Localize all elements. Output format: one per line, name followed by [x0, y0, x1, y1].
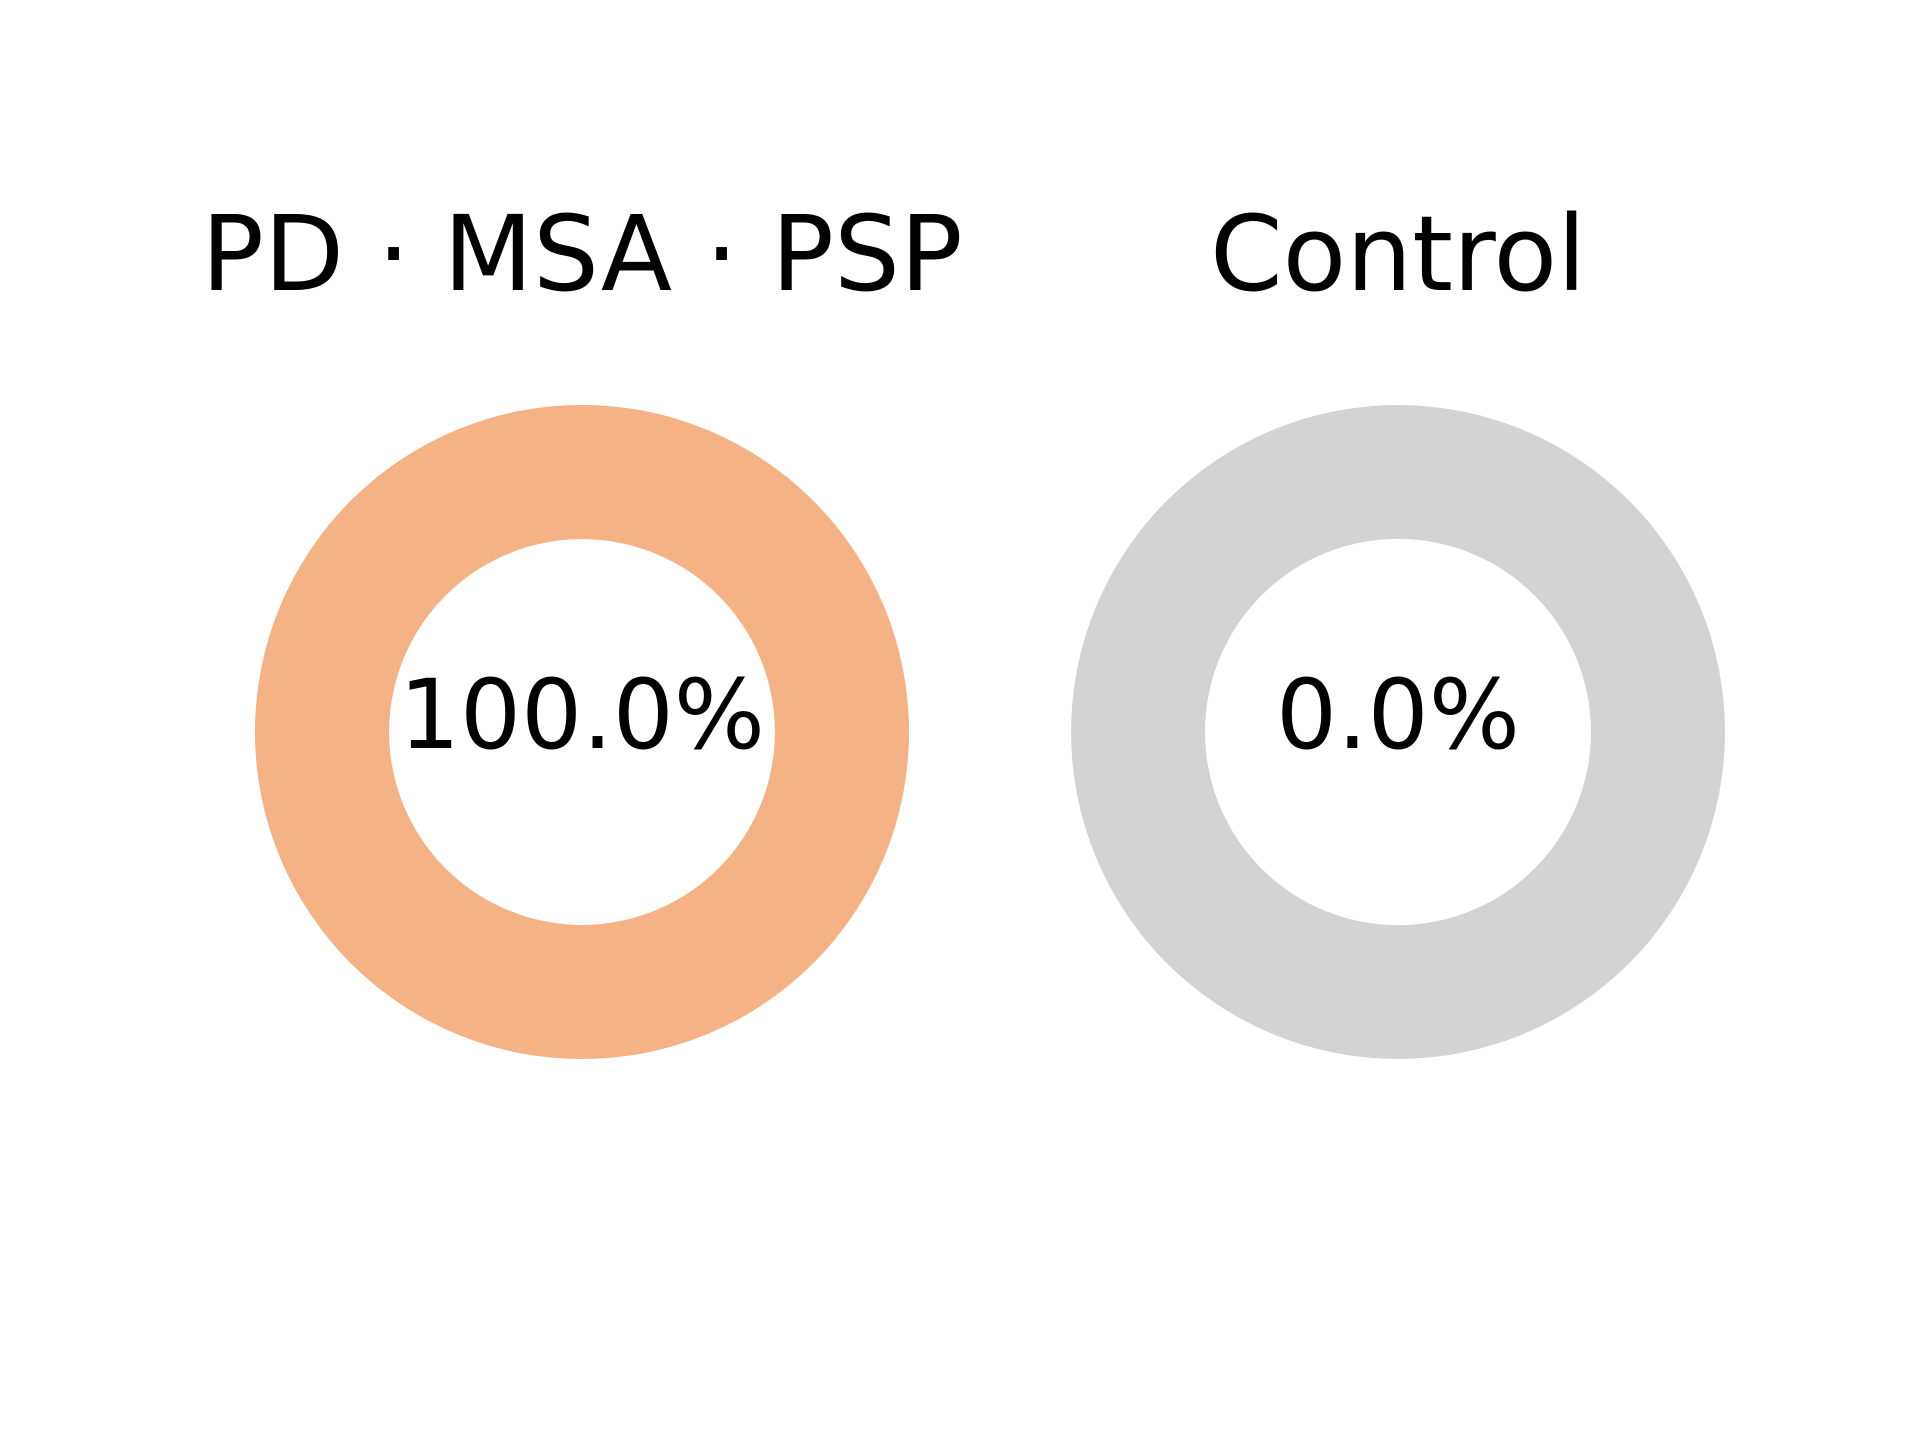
panel-title: PD · MSA · PSP [201, 193, 962, 315]
donut-panel-control: Control 0.0% [1071, 193, 1725, 1059]
donut-ring [1071, 405, 1725, 1059]
panel-title: Control [1210, 193, 1586, 315]
donut-center-label: 0.0% [1276, 659, 1520, 771]
donut-panel-pd-msa-psp: PD · MSA · PSP 100.0% [201, 193, 963, 1059]
donut-slice [255, 405, 909, 1059]
donut-center-label: 100.0% [399, 659, 765, 771]
